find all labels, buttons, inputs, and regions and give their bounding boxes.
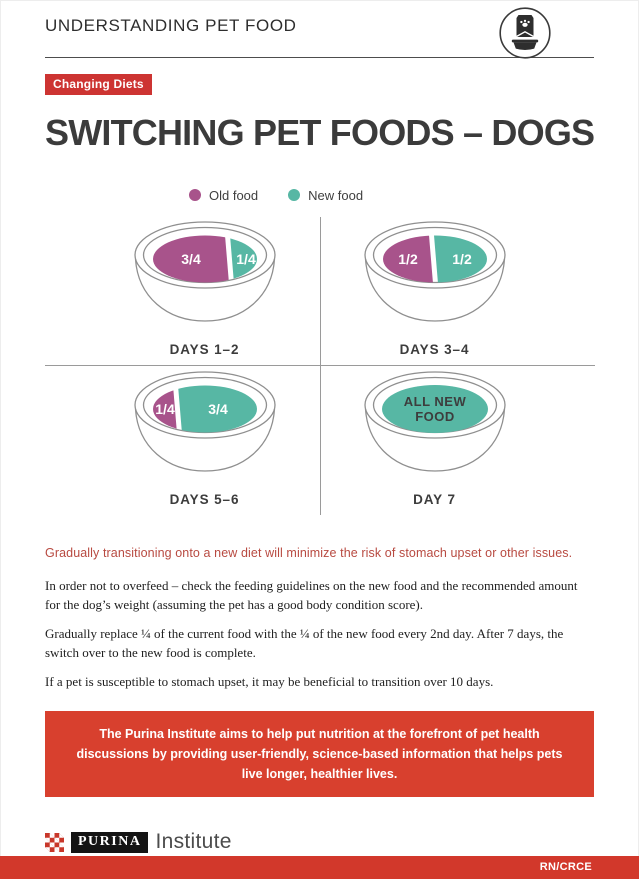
legend-label: Old food xyxy=(209,187,259,203)
body-copy: In order not to overfeed – check the fee… xyxy=(45,576,594,692)
footer-code: RN/CRCE xyxy=(539,861,592,873)
header-divider xyxy=(45,57,594,58)
day-label: DAYS 5–6 xyxy=(169,491,240,507)
bowl-graphic: 1/2 1/2 xyxy=(363,221,506,322)
old-fraction-label: 1/4 xyxy=(155,401,175,417)
paragraph-overfeed: In order not to overfeed – check the fee… xyxy=(45,577,578,613)
header: UNDERSTANDING PET FOOD xyxy=(45,0,594,59)
new-fraction-label: 1/2 xyxy=(452,251,472,267)
paragraph-replace: Gradually replace ¼ of the current food … xyxy=(45,625,564,661)
grid-horizontal-divider xyxy=(44,364,595,366)
purina-wordmark: PURINA xyxy=(71,831,149,853)
institute-wordmark: Institute xyxy=(155,830,232,854)
new-food-dot-icon xyxy=(288,189,301,202)
bowl-day-7: ALL NEW FOOD DAY 7 xyxy=(320,365,550,515)
legend-item-old-food: Old food xyxy=(189,188,258,203)
day-label: DAY 7 xyxy=(413,491,456,507)
day-label: DAYS 1–2 xyxy=(169,341,240,357)
all-new-food-label-line2: FOOD xyxy=(415,409,455,424)
highlight-sentence: Gradually transitioning onto a new diet … xyxy=(45,545,573,560)
purina-institute-callout: The Purina Institute aims to help put nu… xyxy=(45,711,594,798)
bowl-days-5-6: 1/4 3/4 DAYS 5–6 xyxy=(90,365,320,515)
section-badge: Changing Diets xyxy=(45,74,152,95)
grid-vertical-divider xyxy=(319,216,321,515)
legend-label: New food xyxy=(308,187,364,203)
page-header-title: UNDERSTANDING PET FOOD xyxy=(45,16,297,35)
paragraph-susceptible: If a pet is susceptible to stomach upset… xyxy=(45,673,494,689)
bowl-days-1-2: 3/4 1/4 DAYS 1–2 xyxy=(90,215,320,365)
bowl-graphic: ALL NEW FOOD xyxy=(363,371,506,472)
old-food-dot-icon xyxy=(189,189,201,202)
legend: Old food New food xyxy=(189,188,363,203)
new-fraction-label: 1/4 xyxy=(236,251,256,267)
pet-food-bag-and-bowl-icon xyxy=(498,6,552,60)
bowl-graphic: 3/4 1/4 xyxy=(133,221,276,322)
purina-checkerboard-icon xyxy=(45,832,64,852)
bowl-graphic: 1/4 3/4 xyxy=(133,371,276,472)
bowl-diagram-grid: 3/4 1/4 DAYS 1–2 1/2 1/2 DAYS 3–4 xyxy=(44,215,595,515)
old-fraction-label: 3/4 xyxy=(181,251,201,267)
legend-item-new-food: New food xyxy=(288,188,363,203)
all-new-food-label-line1: ALL NEW xyxy=(403,394,466,409)
new-fraction-label: 3/4 xyxy=(208,401,228,417)
day-label: DAYS 3–4 xyxy=(399,341,470,357)
page-title: SWITCHING PET FOODS – DOGS xyxy=(45,112,595,153)
bowl-days-3-4: 1/2 1/2 DAYS 3–4 xyxy=(320,215,550,365)
old-fraction-label: 1/2 xyxy=(398,251,418,267)
footer-bar: RN/CRCE xyxy=(0,856,639,879)
